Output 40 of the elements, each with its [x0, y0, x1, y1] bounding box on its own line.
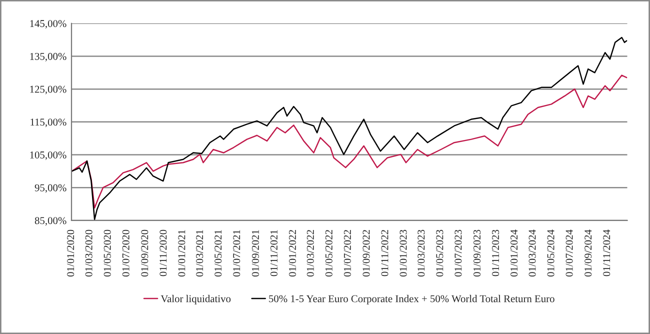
x-tick-label: 01/11/2022: [381, 230, 388, 276]
y-tick-label: 115,00%: [30, 118, 66, 128]
y-tick-label: 85,00%: [34, 217, 66, 226]
x-tick-label: 01/05/2022: [325, 230, 332, 277]
x-tick-label: 01/01/2022: [288, 230, 296, 277]
x-tick-label: 01/07/2023: [454, 230, 462, 277]
line-series: [72, 74, 628, 209]
x-tick-label: 01/11/2023: [492, 230, 500, 276]
legend-label: Valor liquidativo: [160, 294, 231, 304]
x-tick-label: 01/03/2024: [528, 230, 536, 277]
y-tick-label: 145,00%: [30, 20, 66, 29]
x-tick-label: 01/03/2023: [418, 230, 425, 277]
x-tick-label: 01/03/2021: [196, 230, 204, 277]
x-tick-label: 01/01/2024: [510, 230, 518, 277]
y-tick-label: 135,00%: [30, 52, 66, 62]
y-tick-label: 105,00%: [30, 151, 66, 160]
x-tick-label: 01/01/2023: [400, 230, 407, 277]
x-tick-label: 01/11/2020: [160, 230, 167, 276]
x-tick-label: 01/01/2021: [178, 230, 186, 277]
legend-label: 50% 1-5 Year Euro Corporate Index + 50% World Total Return Euro: [269, 294, 554, 304]
x-tick-label: 01/01/2020: [67, 230, 74, 277]
x-tick-label: 01/05/2023: [436, 230, 444, 277]
y-tick-label: 95,00%: [34, 184, 66, 193]
x-tick-label: 01/07/2021: [233, 230, 240, 277]
y-tick-label: 125,00%: [30, 86, 66, 94]
x-tick-label: 01/05/2024: [547, 230, 554, 277]
x-tick-label: 01/09/2024: [584, 230, 592, 277]
x-tick-label: 01/09/2021: [252, 230, 259, 277]
x-tick-label: 01/11/2024: [603, 230, 610, 276]
x-tick-label: 01/05/2020: [104, 230, 111, 277]
x-tick-label: 01/05/2021: [214, 230, 222, 277]
x-tick-label: 01/09/2023: [473, 230, 481, 277]
x-tick-label: 01/07/2020: [122, 230, 130, 277]
x-tick-label: 01/03/2020: [85, 230, 92, 277]
x-tick-label: 01/09/2022: [362, 230, 370, 277]
x-tick-label: 01/07/2022: [344, 230, 351, 277]
x-tick-label: 01/09/2020: [141, 230, 148, 277]
x-tick-label: 01/07/2024: [566, 230, 573, 277]
x-tick-label: 01/11/2021: [270, 230, 278, 276]
x-tick-label: 01/03/2022: [306, 230, 314, 277]
